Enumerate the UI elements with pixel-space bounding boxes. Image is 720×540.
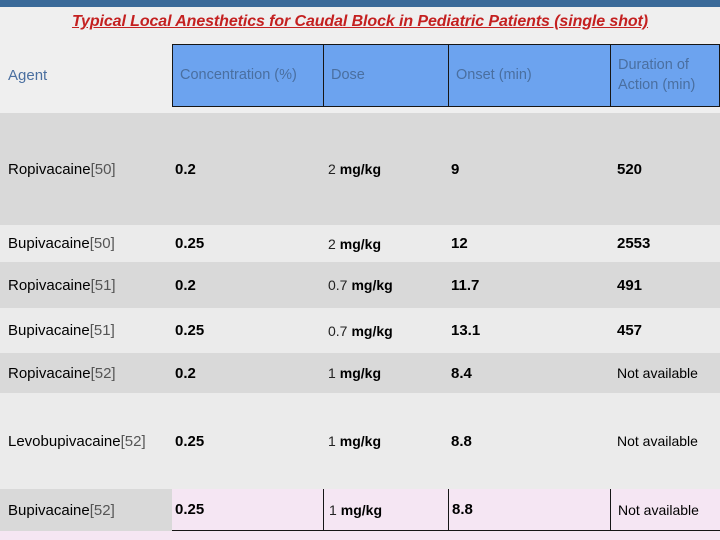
table-row: Bupivacaine [51] 0.25 0.7 mg/kg 13.1 457 (0, 308, 720, 353)
column-header-onset: Onset (min) (448, 44, 610, 107)
table-row: Bupivacaine [50] 0.25 2 mg/kg 12 2553 (0, 225, 720, 262)
agent-ref: [50] (90, 160, 116, 178)
agent-ref: [52] (120, 432, 146, 450)
agent-name: Bupivacaine (8, 235, 90, 252)
cell-duration: Not available (617, 433, 698, 449)
dose-unit: mg/kg (339, 433, 382, 449)
cell-onset: 12 (451, 235, 468, 252)
bottom-strip (0, 531, 720, 540)
cell-dose: 1 mg/kg (323, 393, 448, 489)
cell-concentration: 0.2 (175, 276, 196, 294)
cell-onset: 13.1 (451, 322, 481, 339)
cell-dose: 0.7 mg/kg (323, 308, 448, 353)
agent-ref: [51] (89, 322, 115, 339)
cell-dose: 2 mg/kg (323, 113, 448, 225)
cell-duration: Not available (610, 489, 720, 531)
agent-name: Ropivacaine (8, 276, 91, 294)
cell-concentration: 0.25 (175, 235, 205, 252)
agent-name: Levobupivacaine (8, 432, 121, 450)
dose-value: 1 (329, 501, 337, 518)
cell-duration: 520 (617, 160, 643, 178)
dose-value: 0.7 (328, 322, 348, 339)
dose-unit: mg/kg (339, 161, 382, 177)
column-header-concentration: Concentration (%) (172, 44, 323, 107)
cell-duration: Not available (617, 365, 698, 381)
table-header-row: Concentration (%) Dose Onset (min) Durat… (172, 44, 720, 107)
cell-duration: 491 (617, 276, 643, 294)
cell-concentration: 0.25 (175, 432, 205, 450)
cell-duration: 457 (617, 322, 643, 339)
agent-name: Bupivacaine (8, 501, 90, 519)
column-header-agent: Agent (8, 67, 48, 84)
agent-ref: [51] (90, 276, 116, 294)
cell-agent: Ropivacaine [50] (0, 113, 172, 225)
dose-value: 0.7 (328, 277, 348, 293)
agent-name: Ropivacaine (8, 364, 91, 382)
dose-unit: mg/kg (340, 501, 383, 518)
cell-agent: Bupivacaine [52] (0, 489, 172, 531)
dose-unit: mg/kg (339, 365, 382, 381)
cell-concentration: 0.25 (172, 489, 323, 531)
cell-duration: 2553 (617, 235, 651, 252)
table-row: Ropivacaine [50] 0.2 2 mg/kg 9 520 (0, 113, 720, 225)
dose-value: 2 (328, 235, 336, 252)
cell-agent: Levobupivacaine [52] (0, 393, 172, 489)
agent-ref: [52] (90, 364, 116, 382)
cell-onset: 9 (451, 160, 460, 178)
cell-dose: 0.7 mg/kg (323, 262, 448, 308)
table-row: Levobupivacaine [52] 0.25 1 mg/kg 8.8 Not … (0, 393, 720, 489)
cell-agent: Ropivacaine [52] (0, 353, 172, 393)
cell-agent: Bupivacaine [51] (0, 308, 172, 353)
dose-unit: mg/kg (351, 322, 393, 339)
cell-dose: 1 mg/kg (323, 489, 448, 531)
cell-concentration: 0.2 (175, 160, 196, 178)
cell-onset: 8.4 (451, 364, 472, 382)
column-header-dose: Dose (323, 44, 448, 107)
top-accent-bar (0, 0, 720, 7)
agent-name: Ropivacaine (8, 160, 91, 178)
dose-value: 2 (328, 161, 336, 177)
table-row: Ropivacaine [51] 0.2 0.7 mg/kg 11.7 491 (0, 262, 720, 308)
column-header-duration: Duration of Action (min) (610, 44, 720, 107)
table-row: Ropivacaine [52] 0.2 1 mg/kg 8.4 Not avail… (0, 353, 720, 393)
cell-dose: 2 mg/kg (323, 225, 448, 262)
cell-dose: 1 mg/kg (323, 353, 448, 393)
cell-concentration: 0.2 (175, 364, 196, 382)
dose-unit: mg/kg (339, 235, 382, 252)
cell-onset: 8.8 (451, 432, 472, 450)
agent-ref: [52] (89, 501, 115, 519)
dose-value: 1 (328, 433, 336, 449)
dose-unit: mg/kg (351, 277, 393, 293)
cell-concentration: 0.25 (175, 322, 205, 339)
slide-title: Typical Local Anesthetics for Caudal Blo… (71, 13, 649, 30)
cell-onset: 8.8 (448, 489, 610, 531)
cell-onset: 11.7 (451, 276, 480, 294)
dose-value: 1 (328, 365, 336, 381)
cell-agent: Ropivacaine [51] (0, 262, 172, 308)
cell-agent: Bupivacaine [50] (0, 225, 172, 262)
table-row-highlighted: Bupivacaine [52] 0.25 1 mg/kg 8.8 Not avai… (0, 489, 720, 531)
agent-name: Bupivacaine (8, 322, 90, 339)
agent-ref: [50] (89, 235, 115, 252)
